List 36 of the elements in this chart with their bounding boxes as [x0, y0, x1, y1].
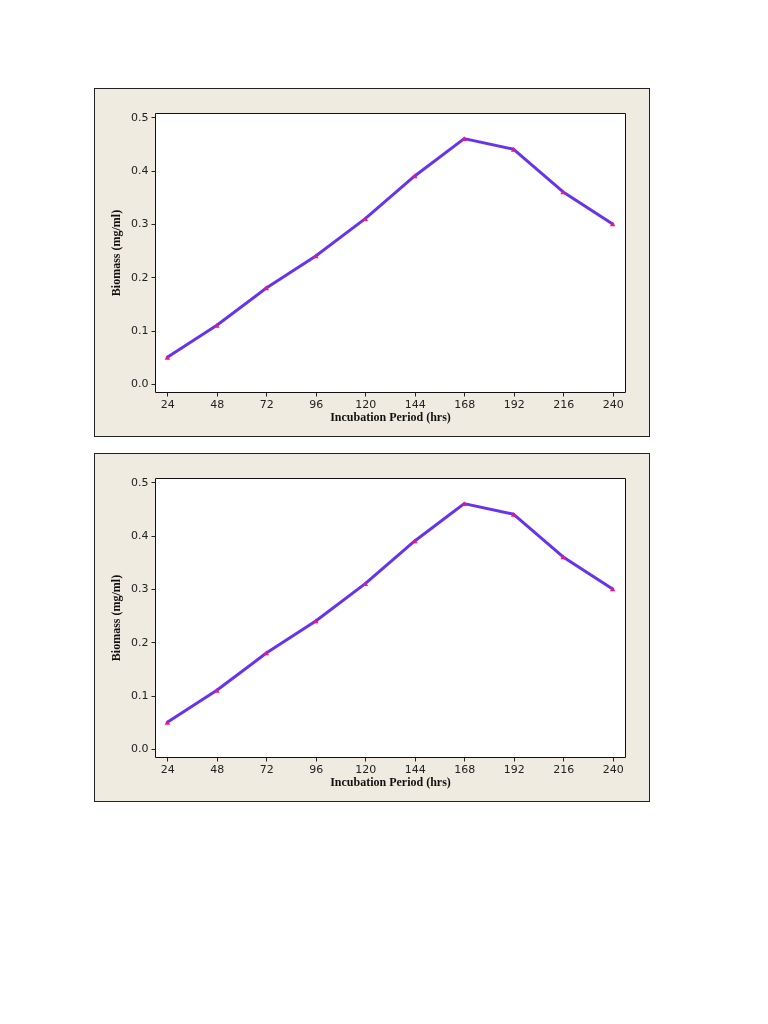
x-tick-label: 240	[602, 762, 624, 776]
x-tick-label: 24	[160, 397, 175, 411]
x-tick-label: 168	[454, 397, 476, 411]
x-tick-label: 120	[355, 762, 377, 776]
x-tick-label: 120	[355, 397, 377, 411]
x-tick-label: 216	[553, 397, 575, 411]
y-tick-label: 0.5	[131, 475, 149, 489]
y-tick-label: 0.1	[131, 324, 149, 338]
x-tick-label: 216	[553, 762, 575, 776]
x-tick-label: 24	[160, 762, 175, 776]
x-tick-label: 72	[259, 762, 274, 776]
y-tick-label: 0.0	[131, 377, 149, 391]
x-tick-label: 240	[602, 397, 624, 411]
y-tick-label: 0.5	[131, 110, 149, 124]
y-axis-title: Biomass (mg/ml)	[109, 574, 124, 662]
x-axis-title: Incubation Period (hrs)	[330, 774, 451, 789]
x-tick-label: 96	[309, 762, 324, 776]
x-tick-label: 48	[210, 397, 225, 411]
x-tick-label: 48	[210, 762, 225, 776]
y-tick-label: 0.3	[131, 582, 149, 596]
y-tick-label: 0.0	[131, 742, 149, 756]
y-tick-label: 0.2	[131, 270, 149, 284]
x-tick-label: 144	[404, 397, 426, 411]
y-tick-label: 0.2	[131, 635, 149, 649]
x-tick-label: 96	[309, 397, 324, 411]
x-axis-title: Incubation Period (hrs)	[330, 409, 451, 424]
x-tick-label: 192	[503, 397, 525, 411]
x-tick-label: 192	[503, 762, 525, 776]
y-tick-label: 0.4	[131, 164, 149, 178]
x-tick-label: 144	[404, 762, 426, 776]
y-tick-label: 0.3	[131, 217, 149, 231]
y-axis-title: Biomass (mg/ml)	[109, 209, 124, 297]
y-tick-label: 0.4	[131, 529, 149, 543]
x-tick-label: 72	[259, 397, 274, 411]
x-tick-label: 168	[454, 762, 476, 776]
y-tick-label: 0.1	[131, 689, 149, 703]
